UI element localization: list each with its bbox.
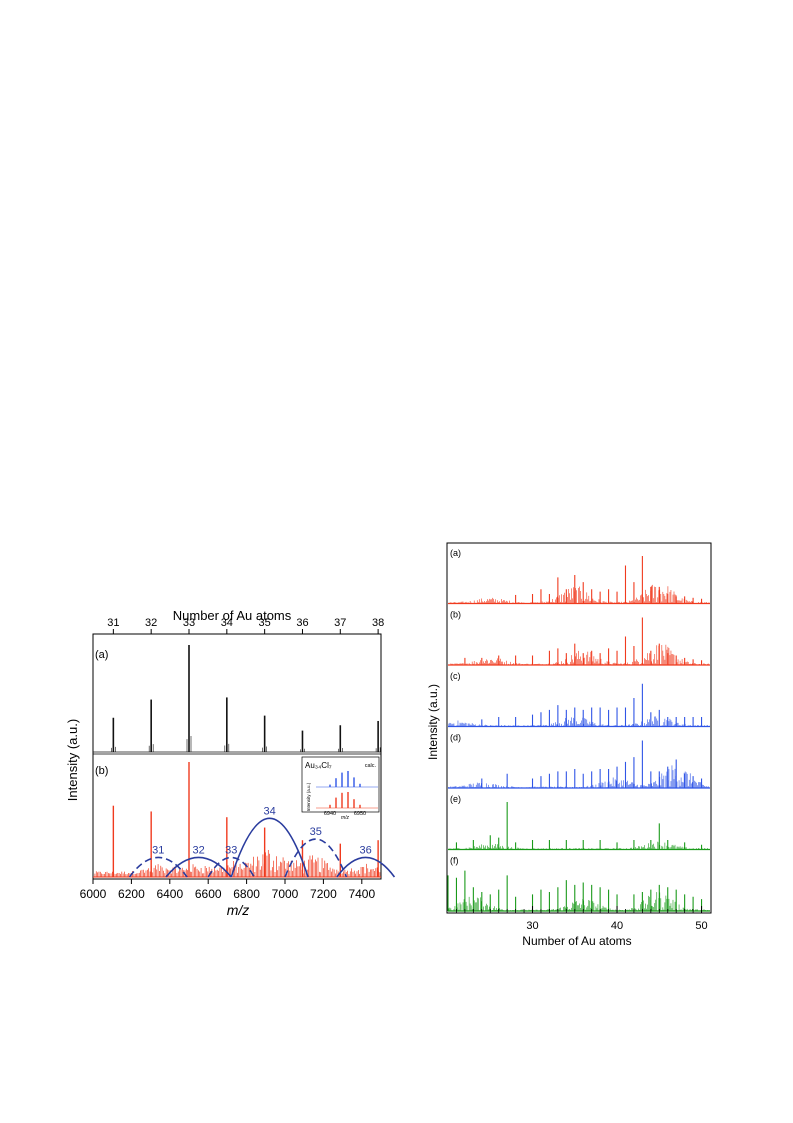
bottom-tick-label: 6400 xyxy=(156,887,183,901)
right-tick-label: 30 xyxy=(526,920,538,932)
inset-isotope-pattern: Au₃₄Cl₇ calc. Intensity (a.u.) m/z 6940 6… xyxy=(301,756,380,821)
panel-label-b: (b) xyxy=(95,765,108,777)
panel-label-a: (a) xyxy=(95,649,108,661)
top-tick-label: 32 xyxy=(145,617,157,629)
top-tick-label: 38 xyxy=(372,617,384,629)
right-panel-e: (e) xyxy=(448,794,710,851)
left-mass-spectrum-figure: Number of Au atoms 31 32 33 34 35 36 37 38 (a) … xyxy=(65,608,396,918)
right-stacked-spectra-figure: (a) (b) (c) (d) (e) (f) 30 40 50 Number of Au a… xyxy=(426,542,712,948)
inset-note: calc. xyxy=(365,763,377,769)
bottom-tick-label: 6600 xyxy=(195,887,222,901)
top-tick-label: 36 xyxy=(296,617,308,629)
top-tick-label: 33 xyxy=(183,617,195,629)
right-panel-label: (c) xyxy=(450,671,461,681)
envelope-label-33: 33 xyxy=(225,844,237,856)
envelope-36 xyxy=(336,856,396,878)
right-panel-label: (a) xyxy=(450,548,461,558)
right-panel-label: (b) xyxy=(450,610,461,620)
envelope-34 xyxy=(230,817,309,878)
envelope-label-35: 35 xyxy=(310,826,322,838)
right-tick-label: 40 xyxy=(611,920,623,932)
envelope-32 xyxy=(165,856,232,878)
bottom-tick-label: 7000 xyxy=(272,887,299,901)
right-panel-b: (b) xyxy=(448,610,710,666)
inset-tick-label: 6950 xyxy=(354,811,366,817)
bottom-tick-label: 6800 xyxy=(233,887,260,901)
right-x-ticks: 30 40 50 xyxy=(456,906,708,932)
inset-ylabel: Intensity (a.u.) xyxy=(306,782,311,811)
right-panels: (a) (b) (c) (d) (e) (f) xyxy=(447,548,710,912)
envelope-31 xyxy=(128,856,188,878)
right-panel-c: (c) xyxy=(448,671,710,728)
y-axis-label: Intensity (a.u.) xyxy=(65,719,80,801)
right-panel-label: (f) xyxy=(450,856,459,866)
right-panel-d: (d) xyxy=(448,733,710,789)
bottom-tick-label: 7200 xyxy=(310,887,337,901)
inset-tick-label: 6940 xyxy=(324,811,336,817)
inset-ticks: 6940 6950 xyxy=(324,811,366,817)
inset-frame xyxy=(301,756,380,813)
bottom-tick-label: 6000 xyxy=(80,887,107,901)
top-tick-label: 37 xyxy=(334,617,346,629)
bottom-tick-label: 7400 xyxy=(348,887,375,901)
panel-a-peaks xyxy=(93,645,381,753)
au-envelopes: 31 32 33 34 35 36 xyxy=(128,805,396,878)
right-panel-label: (e) xyxy=(450,794,461,804)
envelope-35 xyxy=(284,838,348,878)
top-axis-label: Number of Au atoms xyxy=(173,608,292,623)
left-plot-frame xyxy=(92,633,382,880)
envelope-label-36: 36 xyxy=(360,844,372,856)
right-panel-label: (d) xyxy=(450,733,461,743)
inset-peaks xyxy=(329,771,361,808)
envelope-label-32: 32 xyxy=(192,844,204,856)
top-tick-label: 35 xyxy=(259,617,271,629)
top-axis-ticks: 31 32 33 34 35 36 37 38 xyxy=(107,617,384,634)
right-panel-a: (a) xyxy=(448,548,710,605)
right-panel-f: (f) xyxy=(447,856,710,912)
bottom-tick-label: 6200 xyxy=(118,887,145,901)
right-y-axis-label: Intensity (a.u.) xyxy=(426,684,440,760)
top-tick-label: 31 xyxy=(107,617,119,629)
bottom-axis-ticks: 6000 6200 6400 6600 6800 7000 7200 7400 xyxy=(80,879,375,901)
envelope-label-31: 31 xyxy=(152,844,164,856)
top-tick-label: 34 xyxy=(221,617,233,629)
right-plot-frame xyxy=(446,542,712,914)
envelope-33 xyxy=(207,856,255,878)
x-axis-label: m/z xyxy=(227,902,250,918)
inset-title: Au₃₄Cl₇ xyxy=(305,761,332,770)
right-tick-label: 50 xyxy=(695,920,707,932)
right-x-axis-label: Number of Au atoms xyxy=(522,934,631,948)
inset-xlabel: m/z xyxy=(341,815,350,821)
envelope-label-34: 34 xyxy=(264,805,276,817)
